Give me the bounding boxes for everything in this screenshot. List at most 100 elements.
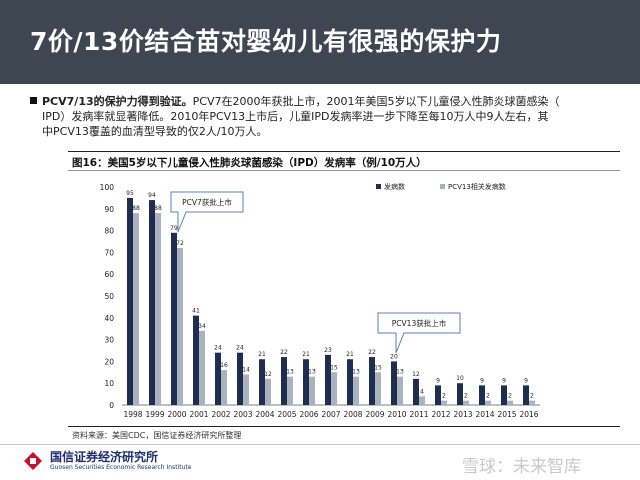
bar-total-2016: [523, 385, 529, 405]
bullet-square-icon: [30, 97, 37, 104]
guosen-logo-icon: [24, 452, 42, 470]
legend-swatch: [376, 184, 381, 189]
data-label: 95: [126, 190, 134, 197]
legend-swatch: [440, 184, 445, 189]
data-label: 79: [170, 225, 178, 232]
figure-top-rule: [68, 151, 620, 152]
data-label: 12: [412, 371, 420, 378]
data-label: 15: [330, 364, 338, 371]
x-tick-label: 2007: [321, 410, 340, 419]
x-tick-label: 2008: [343, 410, 362, 419]
bar-total-2000: [171, 232, 177, 405]
y-tick-label: 20: [104, 357, 114, 366]
y-tick-label: 100: [100, 183, 115, 192]
bar-total-2002: [215, 352, 221, 405]
bar-pcv13-2011: [419, 396, 425, 405]
x-tick-label: 2011: [409, 410, 428, 419]
watermark: 雪球：未来智库: [462, 457, 581, 477]
bar-pcv13-2013: [463, 400, 469, 405]
data-label: 2: [508, 393, 512, 400]
data-label: 88: [132, 205, 140, 212]
bar-total-2008: [347, 359, 353, 405]
bar-pcv13-1998: [133, 213, 139, 405]
data-label: 4: [420, 388, 424, 395]
y-tick-label: 30: [104, 336, 114, 345]
data-label: 10: [456, 375, 464, 382]
data-label: 2: [442, 393, 446, 400]
data-label: 2: [530, 393, 534, 400]
x-tick-label: 1998: [123, 410, 142, 419]
bullet-lead: PCV7/13的保护力得到验证。: [42, 95, 193, 108]
bar-pcv13-1999: [155, 213, 161, 405]
data-label: 21: [346, 351, 354, 358]
bar-pcv13-2007: [331, 372, 337, 405]
data-label: 88: [154, 205, 162, 212]
bar-total-2006: [303, 359, 309, 405]
data-label: 13: [308, 369, 316, 376]
data-label: 13: [352, 369, 360, 376]
figure-bottom-rule: [68, 426, 620, 427]
x-tick-label: 2002: [211, 410, 230, 419]
y-tick-label: 40: [104, 314, 114, 323]
bar-total-1999: [149, 200, 155, 405]
bar-total-2010: [391, 361, 397, 405]
legend-label: PCV13相关发病数: [448, 182, 506, 191]
x-tick-label: 2016: [519, 410, 538, 419]
figure-caption-rule: [68, 170, 620, 171]
data-label: 2: [464, 393, 468, 400]
bullet-line-1: PCV7/13的保护力得到验证。PCV7在2000年获批上市，2001年美国5岁…: [30, 94, 620, 109]
bar-pcv13-2010: [397, 376, 403, 405]
bar-total-2014: [479, 385, 485, 405]
data-label: 72: [176, 240, 184, 247]
data-label: 20: [390, 353, 398, 360]
bar-total-2011: [413, 378, 419, 405]
callout-pcv13-box: [377, 312, 461, 354]
data-label: 23: [324, 347, 332, 354]
y-tick-label: 0: [109, 401, 114, 410]
bar-total-2012: [435, 385, 441, 405]
bar-pcv13-2006: [309, 376, 315, 405]
data-label: 22: [368, 349, 376, 356]
data-label: 9: [524, 377, 528, 384]
bar-pcv13-2003: [243, 374, 249, 405]
data-label: 12: [264, 371, 272, 378]
data-label: 41: [192, 308, 200, 315]
legend-label: 发病数: [384, 182, 405, 191]
bar-pcv13-2002: [221, 370, 227, 405]
callout-pcv7-box: [170, 191, 244, 233]
data-label: 15: [374, 364, 382, 371]
bar-total-2013: [457, 383, 463, 405]
x-tick-label: 2005: [277, 410, 296, 419]
title-bar: 7价/13价结合苗对婴幼儿有很强的保护力: [0, 0, 640, 84]
x-tick-label: 2004: [255, 410, 274, 419]
bar-total-2001: [193, 315, 199, 405]
data-label: 24: [214, 345, 222, 352]
bar-pcv13-2004: [265, 378, 271, 405]
bar-pcv13-2014: [485, 400, 491, 405]
x-tick-label: 2001: [189, 410, 208, 419]
x-tick-label: 2013: [453, 410, 472, 419]
bar-total-2005: [281, 357, 287, 405]
bar-total-2004: [259, 359, 265, 405]
data-label: 34: [198, 323, 206, 330]
y-tick-label: 90: [104, 205, 114, 214]
x-tick-label: 2000: [167, 410, 186, 419]
bar-pcv13-2000: [177, 248, 183, 405]
bullet-text-2: IPD）发病率就显著降低。2010年PCV13上市后，儿童IPD发病率进一步下降…: [42, 110, 549, 123]
data-label: 21: [258, 351, 266, 358]
footer-rule: [0, 444, 640, 445]
bullet-paragraph: PCV7/13的保护力得到验证。PCV7在2000年获批上市，2001年美国5岁…: [30, 94, 620, 139]
y-tick-label: 60: [104, 270, 114, 279]
bar-pcv13-2012: [441, 400, 447, 405]
page-title: 7价/13价结合苗对婴幼儿有很强的保护力: [30, 27, 502, 56]
figure-source: 资料来源：美国CDC，国信证券经济研究所整理: [72, 431, 242, 440]
bar-total-2015: [501, 385, 507, 405]
logo-english-name: Guosen Securities Economic Research Inst…: [50, 464, 192, 471]
data-label: 14: [242, 366, 250, 373]
x-tick-label: 2006: [299, 410, 318, 419]
bar-total-1998: [127, 197, 133, 405]
x-tick-label: 2009: [365, 410, 384, 419]
data-label: 9: [502, 377, 506, 384]
figure-caption: 图16：美国5岁以下儿童侵入性肺炎球菌感染（IPD）发病率（例/10万人）: [72, 157, 427, 169]
y-tick-label: 50: [104, 292, 114, 301]
